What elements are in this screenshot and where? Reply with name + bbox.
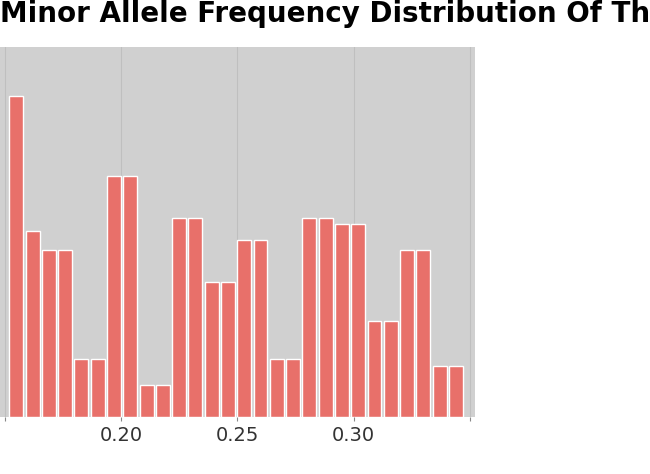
Bar: [400, 250, 414, 417]
Bar: [58, 250, 72, 417]
Bar: [237, 240, 251, 417]
Bar: [156, 385, 170, 417]
Bar: [367, 321, 382, 417]
Bar: [91, 359, 105, 417]
Bar: [335, 224, 349, 417]
Bar: [124, 176, 137, 417]
Bar: [188, 218, 202, 417]
Bar: [75, 359, 88, 417]
Bar: [449, 365, 463, 417]
Bar: [270, 359, 284, 417]
Bar: [107, 176, 121, 417]
Bar: [384, 321, 398, 417]
Bar: [302, 218, 317, 417]
Bar: [318, 218, 333, 417]
Bar: [140, 385, 153, 417]
Bar: [25, 231, 40, 417]
Bar: [417, 250, 430, 417]
Bar: [286, 359, 300, 417]
Bar: [351, 224, 365, 417]
Bar: [221, 282, 235, 417]
Bar: [205, 282, 218, 417]
Text: Minor Allele Frequency Distribution Of The Discovered SNPs: Minor Allele Frequency Distribution Of T…: [0, 0, 650, 28]
Bar: [433, 365, 447, 417]
Bar: [172, 218, 186, 417]
Bar: [254, 240, 268, 417]
Bar: [9, 96, 23, 417]
Bar: [42, 250, 56, 417]
